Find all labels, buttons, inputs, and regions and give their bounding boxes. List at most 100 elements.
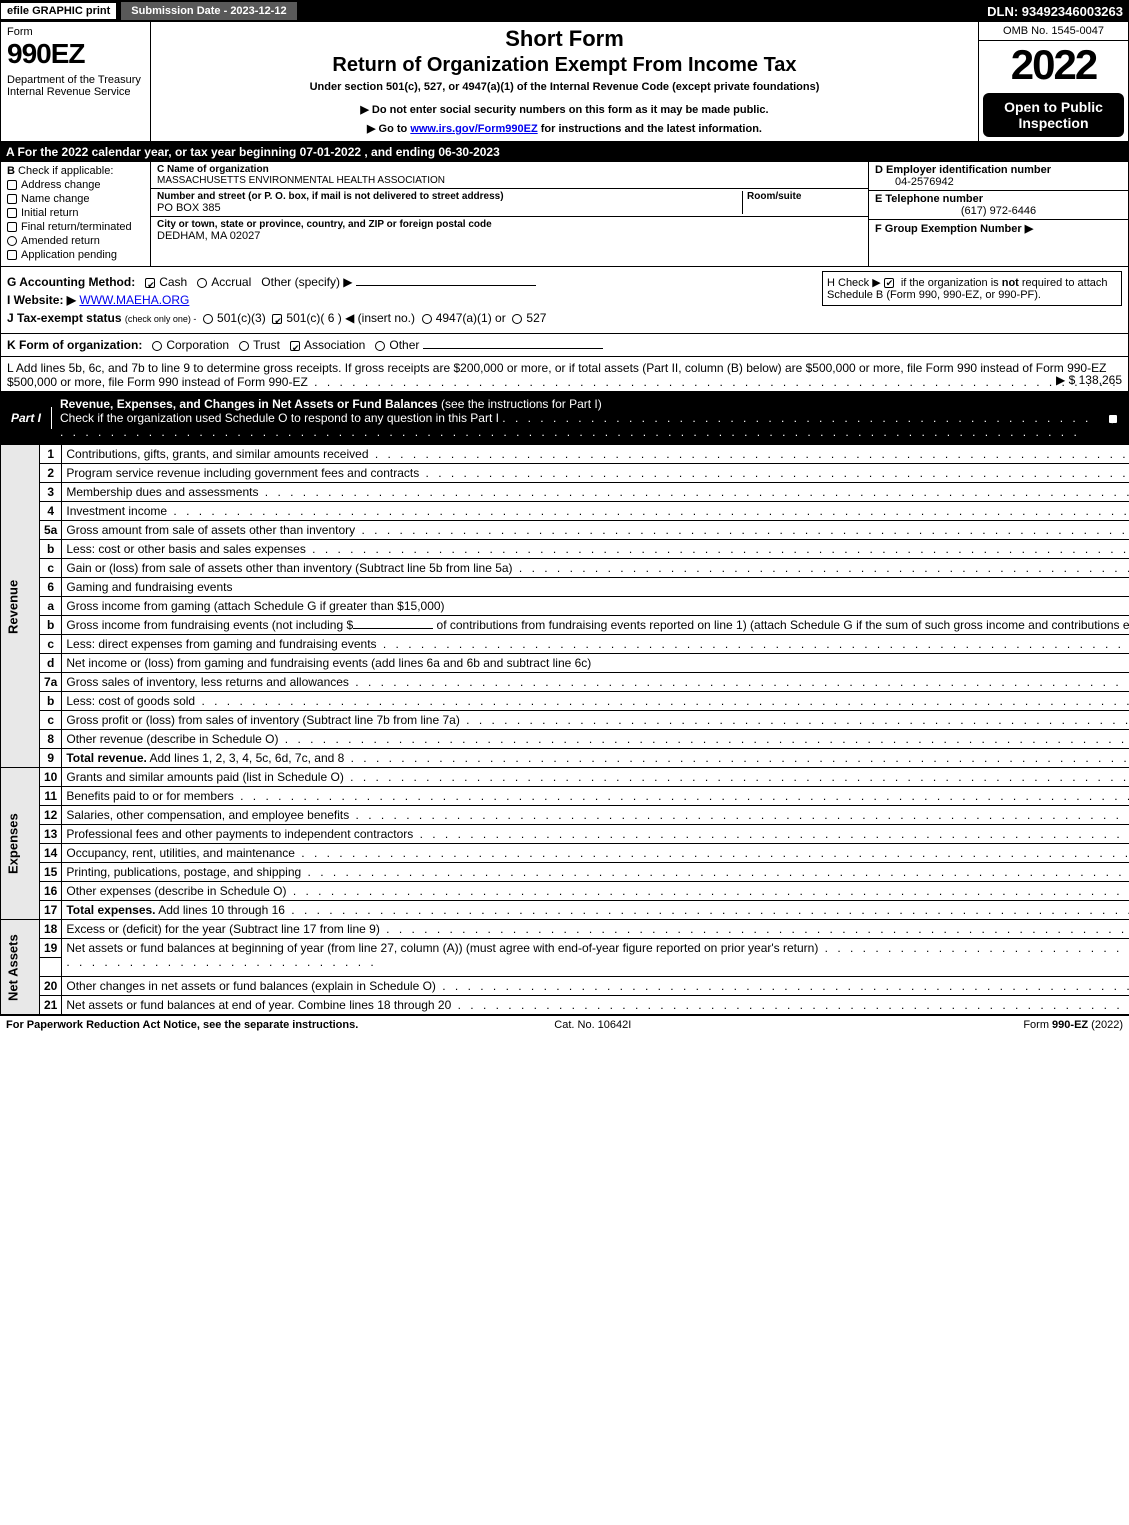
desc: Total revenue. <box>66 751 146 765</box>
ln: 9 <box>40 749 62 768</box>
footer-right-bold: 990-EZ <box>1052 1019 1088 1031</box>
b-opt-initial[interactable]: Initial return <box>7 207 144 219</box>
desc: Gross income from gaming (attach Schedul… <box>66 599 444 613</box>
ln: c <box>40 559 62 578</box>
h-text1: H Check ▶ <box>827 277 884 289</box>
line-12: 12 Salaries, other compensation, and emp… <box>1 806 1129 825</box>
line-7a: 7a Gross sales of inventory, less return… <box>1 673 1129 692</box>
section-h: H Check ▶ if the organization is not req… <box>822 271 1122 306</box>
b-opt-name[interactable]: Name change <box>7 193 144 205</box>
l-text: L Add lines 5b, 6c, and 7b to line 9 to … <box>7 361 1106 375</box>
j-501c3-check[interactable] <box>203 314 213 324</box>
ln: 12 <box>40 806 62 825</box>
title-short-form: Short Form <box>159 26 970 52</box>
desc: Less: direct expenses from gaming and fu… <box>66 637 376 651</box>
efile-print-button[interactable]: efile GRAPHIC print <box>0 2 117 20</box>
c-city-label: City or town, state or province, country… <box>157 219 862 230</box>
desc: Less: cost or other basis and sales expe… <box>66 542 305 556</box>
ln: a <box>40 597 62 616</box>
ln: 11 <box>40 787 62 806</box>
k-corp-check[interactable] <box>152 341 162 351</box>
ln: 19 <box>40 939 62 958</box>
j-527-check[interactable] <box>512 314 522 324</box>
website-link[interactable]: WWW.MAEHA.ORG <box>79 293 189 307</box>
j-o2: 501(c)( 6 ) ◀ (insert no.) <box>286 311 415 325</box>
h-checkbox[interactable] <box>884 278 894 288</box>
row-a-tax-year: A For the 2022 calendar year, or tax yea… <box>0 142 1129 162</box>
line-6a: a Gross income from gaming (attach Sched… <box>1 597 1129 616</box>
line-4: 4 Investment income 4 17 <box>1 502 1129 521</box>
desc: Gross income from fundraising events (no… <box>66 618 353 632</box>
part1-title: Revenue, Expenses, and Changes in Net As… <box>52 393 1108 443</box>
ln: 7a <box>40 673 62 692</box>
f-label: F Group Exemption Number ▶ <box>875 223 1033 235</box>
part1-label: Part I <box>1 407 52 429</box>
j-501c-check[interactable] <box>272 314 282 324</box>
footer-right-pre: Form <box>1023 1019 1052 1031</box>
title-return: Return of Organization Exempt From Incom… <box>159 54 970 77</box>
g-cash-check[interactable] <box>145 278 155 288</box>
footer-right: Form 990-EZ (2022) <box>1023 1019 1123 1031</box>
b-opt-final[interactable]: Final return/terminated <box>7 221 144 233</box>
part1-schedo-check[interactable] <box>1108 414 1118 424</box>
desc: Gaming and fundraising events <box>66 580 232 594</box>
irs-link[interactable]: www.irs.gov/Form990EZ <box>410 123 537 135</box>
ln: 14 <box>40 844 62 863</box>
header-left: Form 990EZ Department of the Treasury In… <box>1 22 151 141</box>
form-number: 990EZ <box>7 38 144 70</box>
i-label: I Website: ▶ <box>7 293 76 307</box>
g-accrual-check[interactable] <box>197 278 207 288</box>
line-8: 8 Other revenue (describe in Schedule O)… <box>1 730 1129 749</box>
section-b: B Check if applicable: Address change Na… <box>1 162 151 266</box>
j-4947-check[interactable] <box>422 314 432 324</box>
part1-bar: Part I Revenue, Expenses, and Changes in… <box>0 392 1129 444</box>
page-footer: For Paperwork Reduction Act Notice, see … <box>0 1015 1129 1034</box>
contrib-input[interactable] <box>353 628 433 629</box>
part1-title-paren: (see the instructions for Part I) <box>441 397 602 411</box>
desc: Less: cost of goods sold <box>66 694 195 708</box>
ln: 13 <box>40 825 62 844</box>
ln: 4 <box>40 502 62 521</box>
k-assoc-check[interactable] <box>290 341 300 351</box>
b-opt-label: Name change <box>21 193 90 205</box>
d-label: D Employer identification number <box>875 164 1122 176</box>
e-label: E Telephone number <box>875 193 1122 205</box>
org-name: MASSACHUSETTS ENVIRONMENTAL HEALTH ASSOC… <box>157 175 862 186</box>
k-trust-check[interactable] <box>239 341 249 351</box>
line-5a: 5a Gross amount from sale of assets othe… <box>1 521 1129 540</box>
form-label: Form <box>7 26 144 38</box>
g-other-input[interactable] <box>356 285 536 286</box>
k-other-input[interactable] <box>423 348 603 349</box>
ghij-block: H Check ▶ if the organization is not req… <box>0 267 1129 334</box>
phone-value: (617) 972-6446 <box>875 205 1122 217</box>
section-k: K Form of organization: Corporation Trus… <box>0 334 1129 357</box>
ln: 17 <box>40 901 62 920</box>
ln: c <box>40 635 62 654</box>
k-other-check[interactable] <box>375 341 385 351</box>
desc: Membership dues and assessments <box>66 485 258 499</box>
k-label: K Form of organization: <box>7 338 142 352</box>
g-other: Other (specify) ▶ <box>261 275 352 289</box>
b-opt-pending[interactable]: Application pending <box>7 249 144 261</box>
line-10: Expenses 10 Grants and similar amounts p… <box>1 768 1129 787</box>
b-opt-label: Initial return <box>21 207 78 219</box>
b-opt-amended[interactable]: Amended return <box>7 235 144 247</box>
side-netassets: Net Assets <box>1 920 40 1015</box>
ln: 21 <box>40 996 62 1015</box>
line-6b: b Gross income from fundraising events (… <box>1 616 1129 635</box>
desc: Professional fees and other payments to … <box>66 827 413 841</box>
b-opt-address[interactable]: Address change <box>7 179 144 191</box>
line-11: 11 Benefits paid to or for members 11 <box>1 787 1129 806</box>
line-6c: c Less: direct expenses from gaming and … <box>1 635 1129 654</box>
j-o1: 501(c)(3) <box>217 311 266 325</box>
header-mid: Short Form Return of Organization Exempt… <box>151 22 978 141</box>
goto-line: ▶ Go to www.irs.gov/Form990EZ for instru… <box>159 122 970 135</box>
b-opt-label: Amended return <box>21 235 100 247</box>
desc: Grants and similar amounts paid (list in… <box>66 770 343 784</box>
line-2: 2 Program service revenue including gove… <box>1 464 1129 483</box>
desc2: of contributions from fundraising events… <box>437 618 1129 632</box>
line-7b: b Less: cost of goods sold 7b <box>1 692 1129 711</box>
part1-title-text: Revenue, Expenses, and Changes in Net As… <box>60 397 438 411</box>
desc: Gross amount from sale of assets other t… <box>66 523 355 537</box>
line-21: 21 Net assets or fund balances at end of… <box>1 996 1129 1015</box>
